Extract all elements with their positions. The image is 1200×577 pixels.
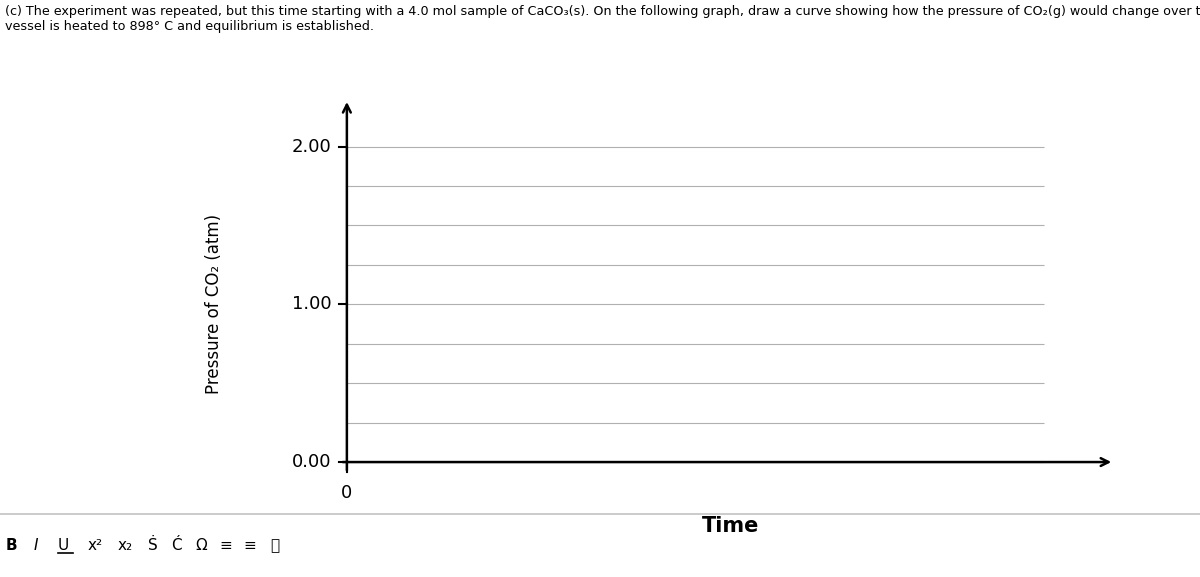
Text: U: U [58,538,68,553]
Text: Ṡ: Ṡ [148,538,157,553]
Text: Pressure of CO₂ (atm): Pressure of CO₂ (atm) [205,214,223,394]
Text: (c) The experiment was repeated, but this time starting with a 4.0 mol sample of: (c) The experiment was repeated, but thi… [5,5,1200,18]
Text: Ć: Ć [172,538,182,553]
Text: B: B [6,538,18,553]
Text: ≡: ≡ [220,538,233,553]
Text: x²: x² [88,538,103,553]
Text: 0: 0 [341,484,353,502]
Text: 1.00: 1.00 [292,295,331,313]
Text: vessel is heated to 898° C and equilibrium is established.: vessel is heated to 898° C and equilibri… [5,20,374,33]
Text: Ω: Ω [196,538,208,553]
Text: 🖼: 🖼 [270,538,280,553]
Text: I: I [34,538,38,553]
Text: x₂: x₂ [118,538,133,553]
Text: Time: Time [702,516,760,535]
Text: 0.00: 0.00 [292,453,331,471]
Text: 2.00: 2.00 [292,137,331,156]
Text: ≡: ≡ [244,538,257,553]
